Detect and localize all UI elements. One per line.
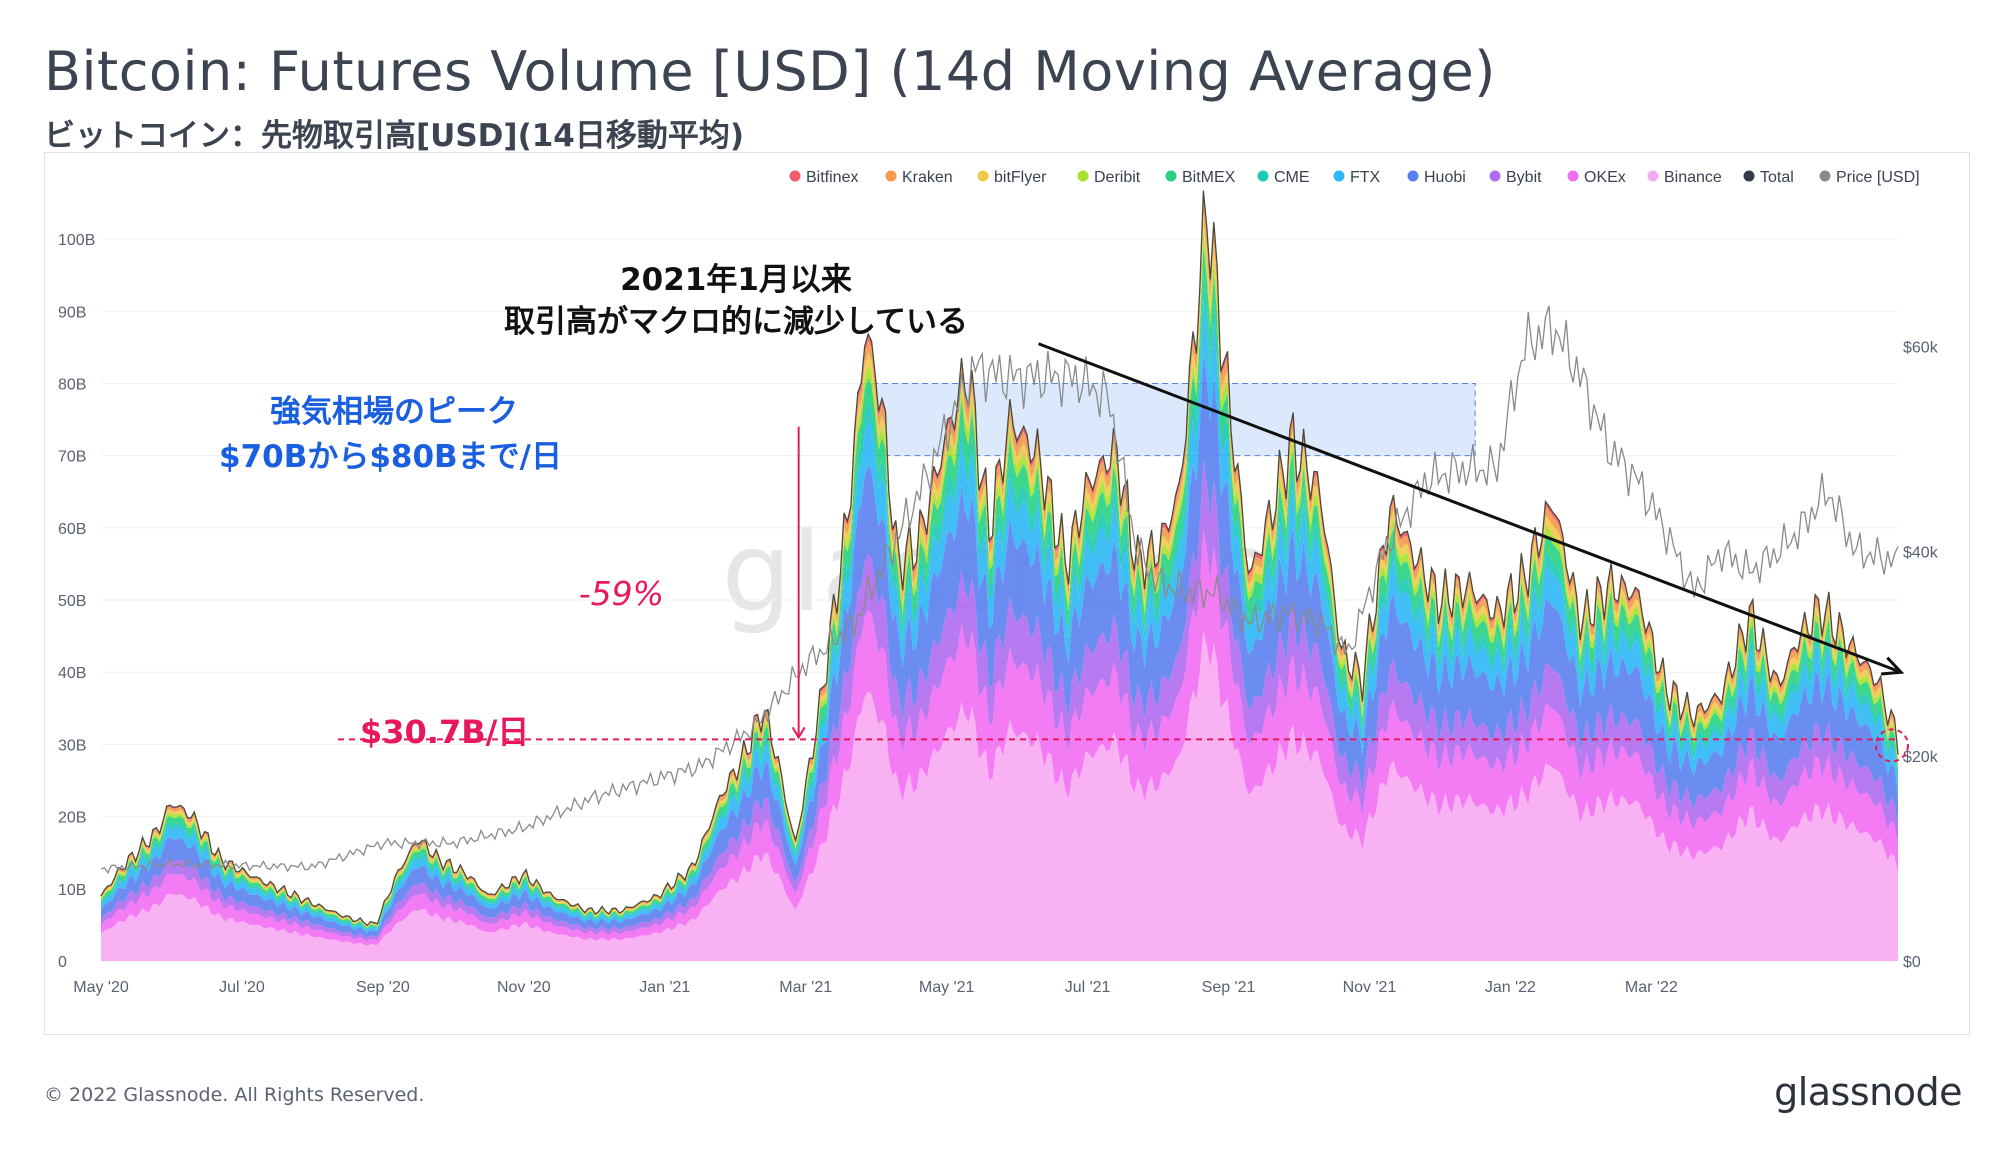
area-bybit <box>101 460 1898 942</box>
legend-label: CME <box>1274 169 1310 186</box>
area-ftx <box>101 298 1898 933</box>
trend-label-line2: 取引高がマクロ的に減少している <box>504 304 968 340</box>
drop-percent-label: -59% <box>579 574 664 613</box>
legend-label: OKEx <box>1584 169 1626 186</box>
peak-label-line2: $70Bから$80Bまで/日 <box>219 439 562 475</box>
y-tick-label: 90B <box>58 304 86 321</box>
x-tick-label: Sep '21 <box>1202 979 1256 996</box>
y-tick-label: 40B <box>58 665 86 682</box>
area-deribit <box>101 229 1898 928</box>
x-tick-label: Jul '21 <box>1065 979 1111 996</box>
legend-dot-binance <box>1647 170 1659 182</box>
legend-dot-deribit <box>1077 170 1089 182</box>
x-tick-label: May '20 <box>73 979 129 996</box>
y2-tick-label: $40k <box>1903 544 1939 561</box>
legend-label: Bitfinex <box>806 169 858 186</box>
drop-arrow-head <box>791 726 806 740</box>
total-line <box>100 190 1899 927</box>
y2-tick-label: $0 <box>1903 954 1921 971</box>
legend-label: FTX <box>1350 169 1381 186</box>
page-subtitle: ビットコイン：先物取引高[USD](14日移動平均) <box>44 118 745 154</box>
y2-tick-label: $60k <box>1903 339 1939 356</box>
x-tick-label: Jan '21 <box>639 979 690 996</box>
legend-dot-bybit <box>1489 170 1501 182</box>
legend-dot-huobi <box>1407 170 1419 182</box>
area-huobi <box>101 352 1898 938</box>
y-tick-label: 10B <box>58 882 86 899</box>
y-tick-label: 80B <box>58 376 86 393</box>
price-line <box>100 305 1899 875</box>
legend-label: Total <box>1760 169 1794 186</box>
area-kraken <box>101 198 1898 927</box>
y-tick-label: 0 <box>58 954 67 971</box>
glassnode-logo: glassnode <box>1774 1070 1962 1114</box>
trend-arrow <box>1038 342 1902 674</box>
peak-label-line1: 強気相場のピーク <box>270 394 518 430</box>
legend-label: BitMEX <box>1182 169 1236 186</box>
x-tick-label: May '21 <box>919 979 975 996</box>
x-tick-label: Sep '20 <box>356 979 410 996</box>
legend-label: Binance <box>1664 169 1722 186</box>
current-marker <box>1875 728 1909 763</box>
x-tick-label: Nov '20 <box>497 979 551 996</box>
y-tick-label: 100B <box>58 232 95 249</box>
area-cme <box>101 275 1898 931</box>
legend-dot-kraken <box>885 170 897 182</box>
area-binance <box>101 629 1898 961</box>
x-tick-label: Mar '21 <box>779 979 832 996</box>
x-tick-label: Mar '22 <box>1625 979 1678 996</box>
y-tick-label: 20B <box>58 810 86 827</box>
chart-panel <box>44 152 1970 1035</box>
copyright-footer: © 2022 Glassnode. All Rights Reserved. <box>44 1084 425 1106</box>
legend-dot-okex <box>1567 170 1579 182</box>
legend-dot-cme <box>1257 170 1269 182</box>
legend-label: Deribit <box>1094 169 1141 186</box>
legend-dot-ftx <box>1333 170 1345 182</box>
legend-dot-bitmex <box>1165 170 1177 182</box>
legend-label: Bybit <box>1506 169 1542 186</box>
x-tick-label: Jan '22 <box>1485 979 1536 996</box>
legend-label: Price [USD] <box>1836 169 1920 186</box>
y-tick-label: 60B <box>58 521 86 538</box>
legend-dot-priceusd <box>1819 170 1831 182</box>
trend-arrow-head <box>1880 656 1905 676</box>
page-title: Bitcoin: Futures Volume [USD] (14d Movin… <box>44 40 1496 103</box>
area-bitmex <box>101 244 1898 930</box>
legend-dot-bitfinex <box>789 170 801 182</box>
legend-label: bitFlyer <box>994 169 1047 186</box>
x-tick-label: Jul '20 <box>219 979 265 996</box>
current-volume-label: $30.7B/日 <box>360 713 529 751</box>
y-tick-label: 50B <box>58 593 86 610</box>
area-bitflyer <box>101 213 1898 928</box>
legend-dot-bitflyer <box>977 170 989 182</box>
y-tick-label: 30B <box>58 737 86 754</box>
legend-label: Kraken <box>902 169 953 186</box>
area-okex <box>101 529 1898 946</box>
trend-label-line1: 2021年1月以来 <box>620 262 852 298</box>
area-bitfinex <box>101 190 1898 926</box>
x-tick-label: Nov '21 <box>1343 979 1397 996</box>
y2-tick-label: $20k <box>1903 749 1939 766</box>
legend-dot-total <box>1743 170 1755 182</box>
y-tick-label: 70B <box>58 449 86 466</box>
legend-label: Huobi <box>1424 169 1466 186</box>
